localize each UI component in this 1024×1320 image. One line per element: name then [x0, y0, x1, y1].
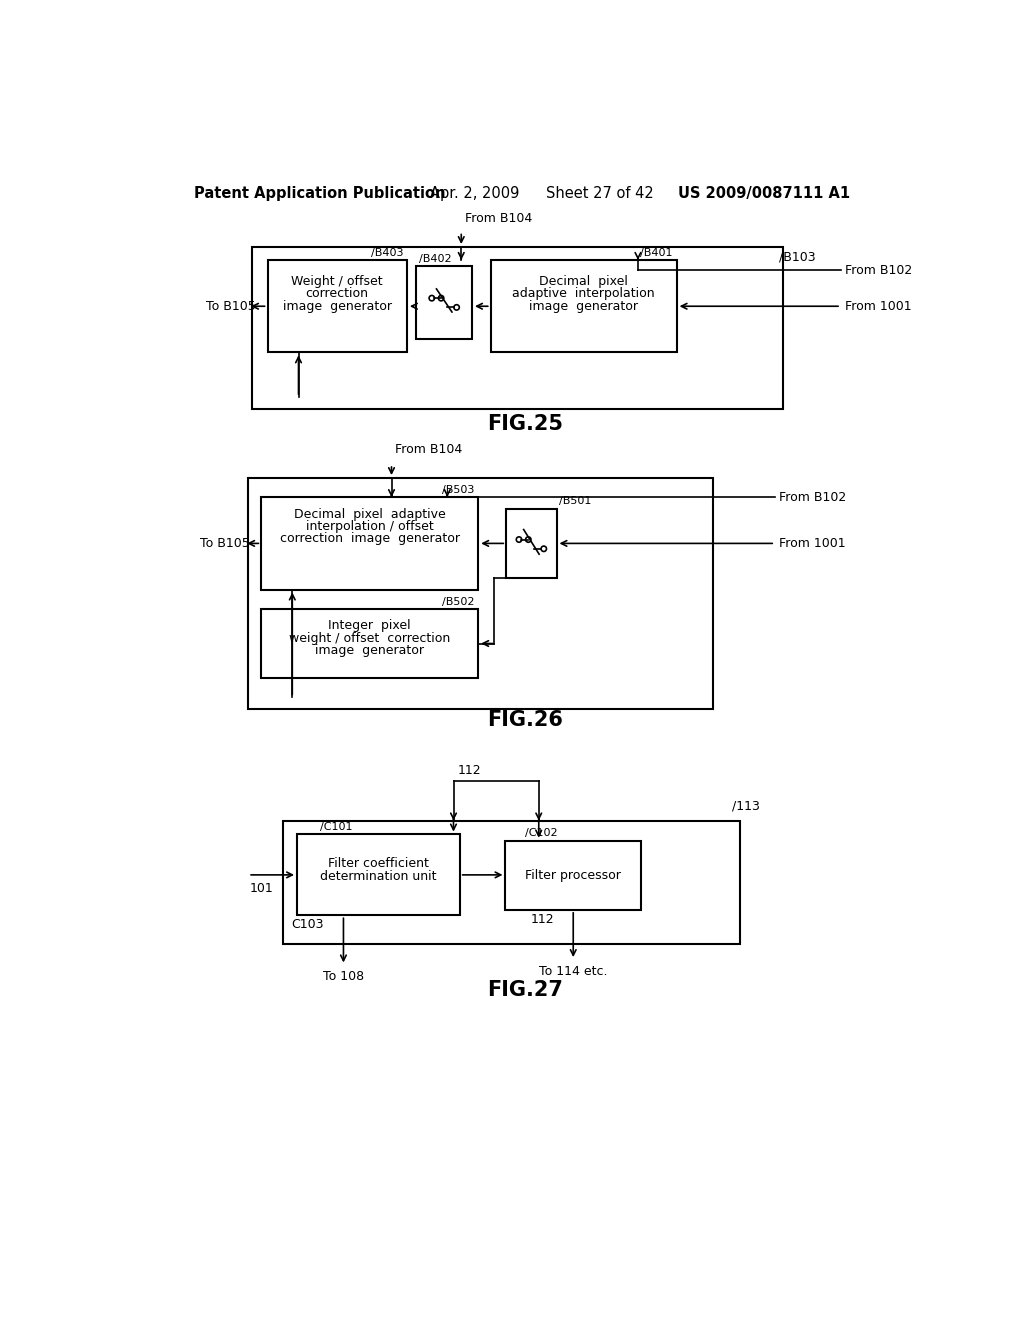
Text: From B104: From B104 [395, 444, 463, 455]
Text: From 1001: From 1001 [779, 537, 846, 550]
Text: image  generator: image generator [283, 300, 392, 313]
Text: Weight / offset: Weight / offset [292, 275, 383, 288]
Text: From B104: From B104 [465, 213, 532, 224]
Text: /B401: /B401 [640, 248, 673, 257]
Text: To 108: To 108 [323, 970, 364, 983]
Text: /B503: /B503 [442, 484, 474, 495]
Text: FIG.25: FIG.25 [486, 414, 563, 434]
Text: FIG.26: FIG.26 [486, 710, 563, 730]
Bar [248, 478, 713, 709]
Text: Filter coefficient: Filter coefficient [328, 857, 429, 870]
Text: 101: 101 [250, 882, 273, 895]
Text: To B105: To B105 [200, 537, 250, 550]
Text: /113: /113 [732, 800, 761, 813]
Bar [283, 821, 740, 944]
Text: To 114 etc.: To 114 etc. [539, 965, 607, 978]
Bar [506, 508, 557, 578]
Text: C103: C103 [292, 917, 324, 931]
Text: interpolation / offset: interpolation / offset [306, 520, 434, 533]
Text: Filter processor: Filter processor [525, 869, 622, 882]
Bar [261, 498, 478, 590]
Text: /B403: /B403 [371, 248, 403, 257]
Bar [297, 834, 460, 915]
Text: 112: 112 [530, 912, 554, 925]
Text: Integer  pixel: Integer pixel [329, 619, 411, 632]
Bar [267, 260, 407, 352]
Text: To B105: To B105 [206, 300, 255, 313]
Text: image  generator: image generator [529, 300, 638, 313]
Text: /B501: /B501 [559, 496, 591, 507]
Text: determination unit: determination unit [321, 870, 436, 883]
Text: Apr. 2, 2009: Apr. 2, 2009 [430, 186, 519, 201]
Text: /C101: /C101 [321, 822, 352, 832]
Bar [261, 609, 478, 678]
Bar [506, 841, 641, 909]
Text: US 2009/0087111 A1: US 2009/0087111 A1 [678, 186, 850, 201]
Text: /B103: /B103 [779, 251, 816, 264]
Text: /B502: /B502 [442, 597, 474, 607]
Text: weight / offset  correction: weight / offset correction [289, 631, 451, 644]
Text: From B102: From B102 [845, 264, 912, 277]
Text: /C102: /C102 [524, 829, 557, 838]
Text: correction  image  generator: correction image generator [280, 532, 460, 545]
Text: Decimal  pixel  adaptive: Decimal pixel adaptive [294, 508, 445, 520]
Text: adaptive  interpolation: adaptive interpolation [512, 288, 655, 301]
Text: Decimal  pixel: Decimal pixel [540, 275, 628, 288]
Text: Sheet 27 of 42: Sheet 27 of 42 [547, 186, 654, 201]
Text: 112: 112 [458, 764, 481, 777]
Text: correction: correction [306, 288, 369, 301]
Text: From 1001: From 1001 [845, 300, 911, 313]
Bar [490, 260, 677, 352]
Bar [417, 267, 472, 339]
Bar [252, 247, 783, 409]
Text: From B102: From B102 [779, 491, 846, 504]
Text: image  generator: image generator [315, 644, 424, 657]
Text: Patent Application Publication: Patent Application Publication [194, 186, 445, 201]
Text: FIG.27: FIG.27 [486, 979, 563, 1001]
Text: /B402: /B402 [419, 253, 452, 264]
